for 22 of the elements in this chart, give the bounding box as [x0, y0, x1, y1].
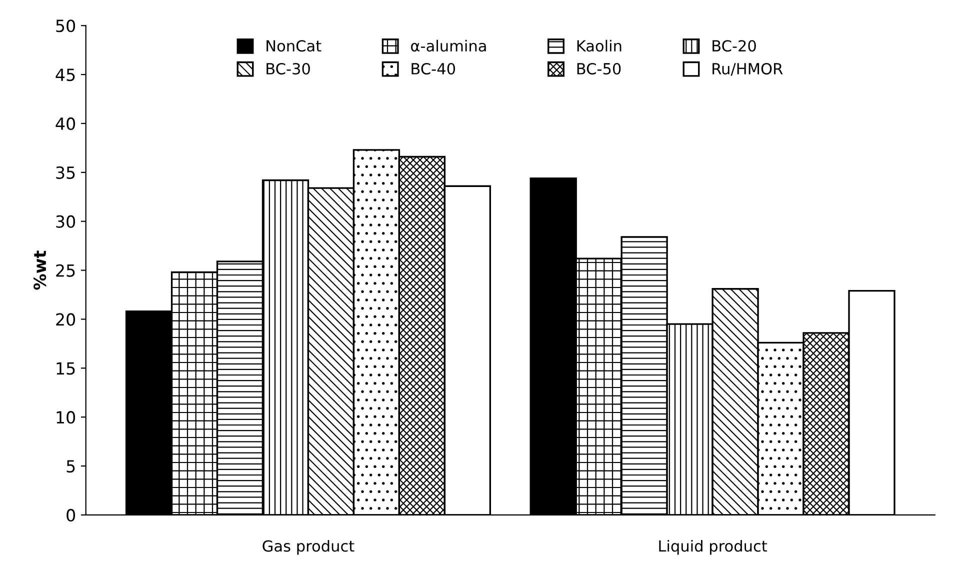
- x-tick-label: Gas product: [262, 540, 354, 555]
- legend-label: Kaolin: [577, 40, 622, 52]
- x-tick-label: Liquid product: [659, 540, 768, 555]
- legend-label: Ru/HMOR: [712, 62, 783, 76]
- y-tick-label: 20: [56, 313, 76, 326]
- y-tick-label: 15: [56, 362, 75, 375]
- y-tick-label: 10: [56, 411, 76, 424]
- legend-label: BC-30: [266, 62, 310, 75]
- y-tick-label: 45: [56, 68, 75, 82]
- y-tick-label: 0: [66, 508, 76, 522]
- y-axis-title: %wt: [34, 250, 46, 290]
- y-tick-label: 40: [56, 117, 76, 130]
- legend-label: BC-50: [577, 62, 621, 75]
- y-tick-label: 35: [56, 166, 75, 179]
- legend-label: BC-20: [712, 40, 756, 52]
- legend-label: α-alumina: [411, 40, 486, 52]
- y-tick-label: 50: [56, 20, 76, 32]
- legend-label: NonCat: [266, 40, 322, 52]
- y-tick-label: 25: [56, 264, 75, 277]
- y-tick-label: 30: [56, 215, 76, 228]
- y-tick-label: 5: [66, 460, 75, 473]
- legend-label: BC-40: [412, 62, 456, 75]
